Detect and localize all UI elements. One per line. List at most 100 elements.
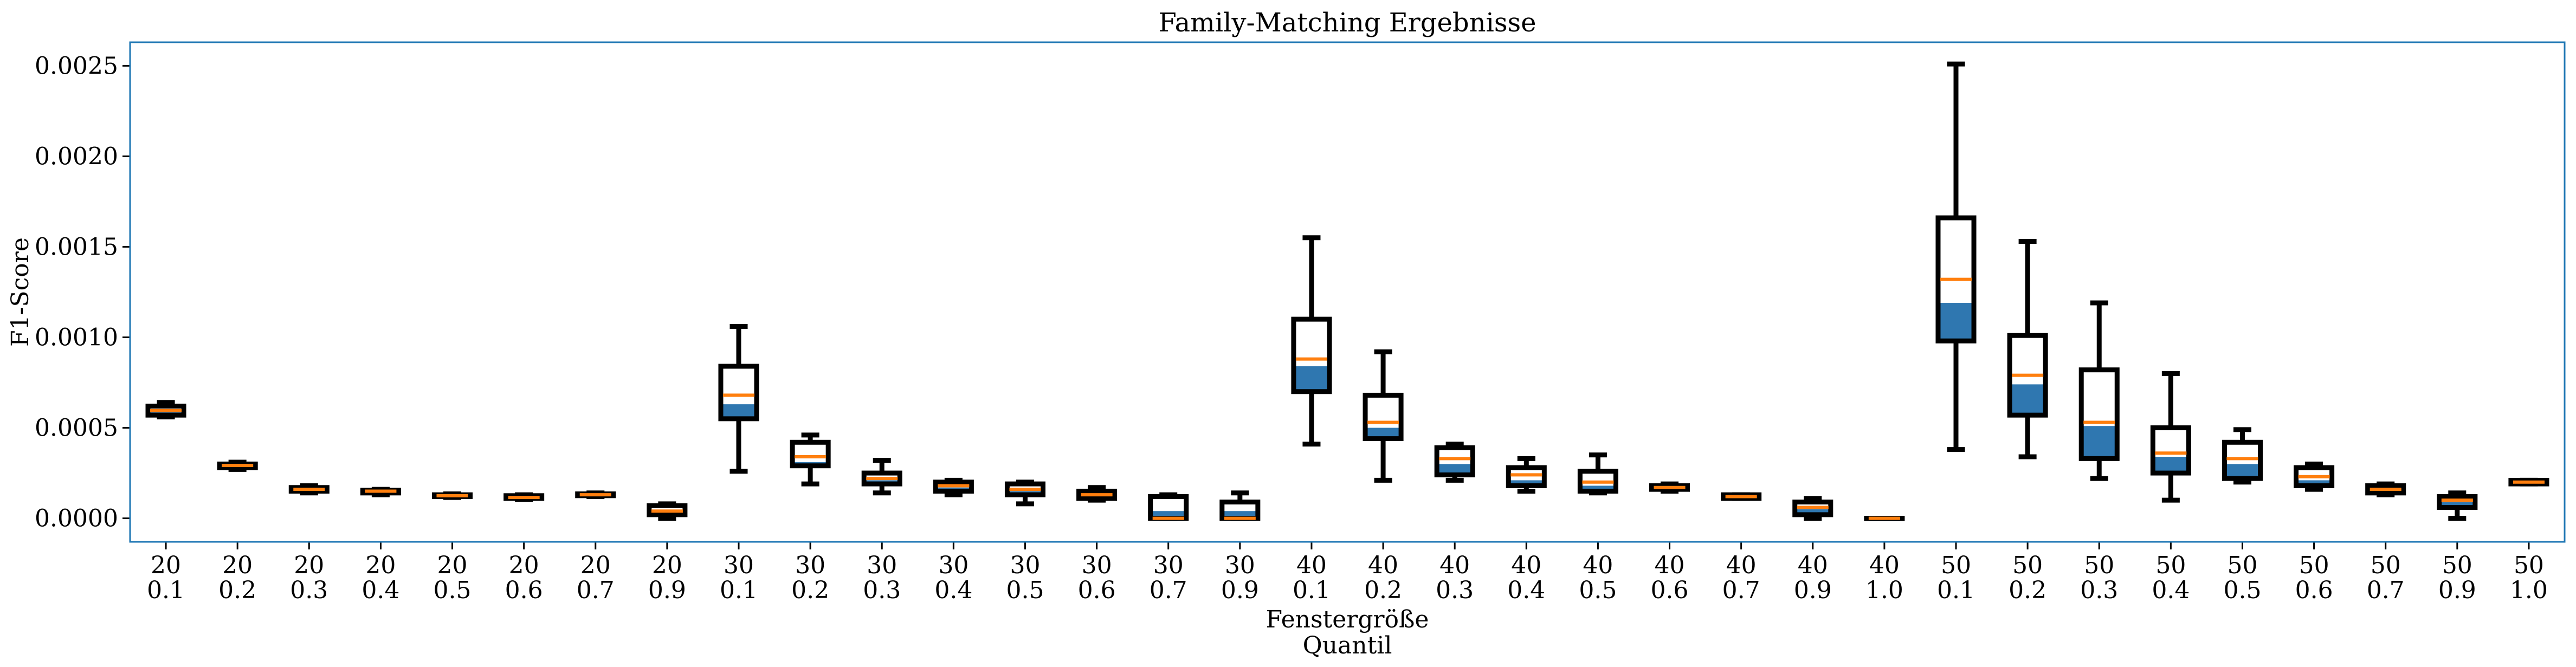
x-tick-label-window: 30 <box>1082 552 1112 579</box>
x-tick-label-window: 20 <box>509 552 539 579</box>
box-fill <box>1580 485 1616 491</box>
box-fill <box>2010 384 2046 416</box>
box-20-0.9 <box>647 501 688 521</box>
x-tick-label-quantile: 0.2 <box>2009 577 2046 604</box>
x-tick-label-window: 40 <box>1583 552 1613 579</box>
box-outline <box>145 403 186 418</box>
box-30-0.3 <box>861 458 902 496</box>
x-tick-label-quantile: 0.7 <box>1722 577 1760 604</box>
box-outline <box>1291 316 1332 394</box>
x-tick-label-window: 40 <box>1296 552 1327 579</box>
box-outline <box>790 439 831 469</box>
box-30-0.1 <box>718 323 759 474</box>
box-40-0.3 <box>1434 442 1475 483</box>
box-outline <box>2150 425 2191 476</box>
box-20-0.6 <box>503 492 545 502</box>
box-50-0.9 <box>2437 490 2478 521</box>
box-50-0.1 <box>1935 61 1977 452</box>
x-tick-label-window: 30 <box>1153 552 1184 579</box>
x-tick-label-window: 30 <box>1225 552 1255 579</box>
x-tick-label-quantile: 0.2 <box>791 577 829 604</box>
x-tick-label-quantile: 0.2 <box>218 577 256 604</box>
box-outline <box>2294 465 2335 488</box>
box-20-0.7 <box>575 490 616 499</box>
x-tick-label-quantile: 0.3 <box>863 577 901 604</box>
x-tick-label-quantile: 0.9 <box>1794 577 1832 604</box>
x-tick-label-quantile: 1.0 <box>1865 577 1903 604</box>
x-tick-label-window: 50 <box>2514 552 2544 579</box>
x-tick-label-quantile: 0.9 <box>2438 577 2476 604</box>
box-20-0.3 <box>288 483 330 496</box>
box-30-0.6 <box>1076 485 1118 503</box>
box-50-0.6 <box>2294 461 2335 492</box>
x-tick-label-quantile: 0.7 <box>577 577 615 604</box>
x-tick-label-window: 30 <box>1010 552 1040 579</box>
x-tick-label-window: 20 <box>580 552 611 579</box>
x-tick-label-quantile: 0.9 <box>648 577 686 604</box>
box-outline <box>2007 333 2048 418</box>
box-50-0.4 <box>2150 371 2191 503</box>
box-50-0.2 <box>2007 238 2048 459</box>
box-outline <box>2508 477 2549 487</box>
y-tick-label: 0.0015 <box>35 233 118 261</box>
x-tick-label-quantile: 0.6 <box>1078 577 1116 604</box>
x-tick-label-quantile: 0.6 <box>505 577 543 604</box>
x-tick-label-quantile: 0.5 <box>1006 577 1044 604</box>
box-outline <box>933 480 974 494</box>
x-axis-label-window: Fenstergröße <box>1266 606 1429 633</box>
x-tick-label-quantile: 0.7 <box>1150 577 1187 604</box>
x-tick-label-window: 40 <box>1869 552 1900 579</box>
x-tick-label-quantile: 0.1 <box>1937 577 1975 604</box>
box-fill <box>2081 426 2117 459</box>
box-30-0.4 <box>933 477 974 497</box>
x-tick-label-quantile: 0.6 <box>2295 577 2333 604</box>
y-axis-ticks: 0.0000 0.0005 0.0010 0.0015 0.0020 0.0025 <box>35 52 130 533</box>
x-tick-label-window: 20 <box>222 552 253 579</box>
box-40-0.4 <box>1506 456 1547 494</box>
box-40-0.7 <box>1721 492 1762 501</box>
x-tick-label-quantile: 0.7 <box>2367 577 2405 604</box>
box-outline <box>1434 445 1475 477</box>
box-outline <box>288 485 330 494</box>
box-outline <box>1363 392 1404 442</box>
box-fill <box>1293 366 1329 392</box>
x-tick-label-window: 30 <box>938 552 969 579</box>
box-30-0.7 <box>1148 492 1189 521</box>
box-outline <box>861 470 902 487</box>
box-40-0.9 <box>1792 496 1833 521</box>
box-30-0.2 <box>790 432 831 487</box>
box-outline <box>1721 492 1762 501</box>
x-tick-label-window: 30 <box>867 552 897 579</box>
x-tick-label-window: 50 <box>2155 552 2186 579</box>
x-tick-label-window: 20 <box>437 552 468 579</box>
x-tick-label-quantile: 0.5 <box>2223 577 2261 604</box>
x-tick-label-window: 20 <box>151 552 181 579</box>
x-tick-label-window: 50 <box>2299 552 2329 579</box>
x-tick-label-window: 30 <box>724 552 754 579</box>
x-tick-label-window: 20 <box>365 552 396 579</box>
box-50-0.5 <box>2222 427 2263 485</box>
x-tick-label-quantile: 0.1 <box>147 577 185 604</box>
x-tick-label-window: 20 <box>652 552 682 579</box>
box-outline <box>718 364 759 422</box>
chart-title: Family-Matching Ergebnisse <box>1158 8 1536 38</box>
box-50-1.0 <box>2508 477 2549 487</box>
x-tick-label-quantile: 0.1 <box>1293 577 1331 604</box>
box-20-0.2 <box>217 459 258 472</box>
x-tick-label-window: 40 <box>1726 552 1757 579</box>
x-tick-label-window: 40 <box>1439 552 1470 579</box>
box-fill <box>1794 509 1831 515</box>
box-40-0.5 <box>1577 452 1618 496</box>
x-tick-label-window: 20 <box>294 552 324 579</box>
box-fill <box>1365 428 1402 439</box>
x-tick-label-window: 50 <box>2012 552 2043 579</box>
box-outline <box>1792 500 1833 517</box>
x-tick-label-window: 50 <box>2442 552 2472 579</box>
box-fill <box>1508 480 1545 486</box>
box-30-0.9 <box>1219 490 1261 521</box>
x-tick-label-window: 40 <box>1368 552 1398 579</box>
x-axis-label-quantile: Quantil <box>1303 632 1392 659</box>
x-tick-label-window: 50 <box>2371 552 2401 579</box>
box-outline <box>2365 483 2406 496</box>
x-tick-label-quantile: 0.5 <box>1579 577 1617 604</box>
